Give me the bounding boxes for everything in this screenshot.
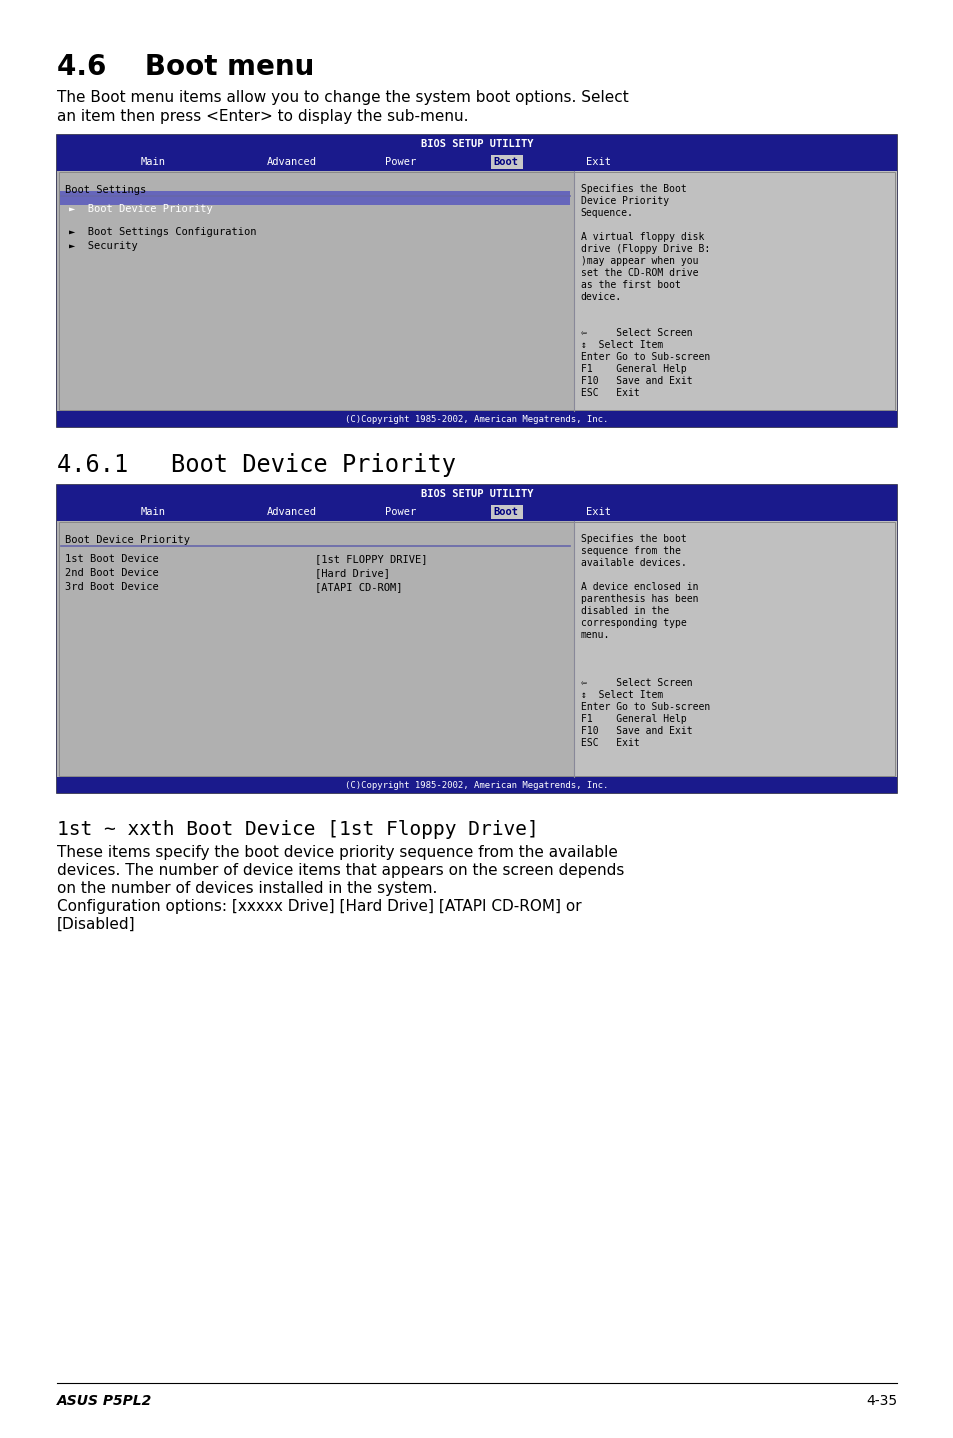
Text: ►  Boot Device Priority: ► Boot Device Priority	[69, 204, 213, 214]
Bar	[59, 522, 894, 777]
Bar	[57, 171, 573, 411]
Text: Boot Device Priority: Boot Device Priority	[65, 535, 190, 545]
Bar	[57, 777, 896, 792]
Text: Power: Power	[384, 508, 416, 518]
Text: F10   Save and Exit: F10 Save and Exit	[580, 726, 692, 736]
Bar	[57, 485, 896, 792]
Text: ASUS P5PL2: ASUS P5PL2	[57, 1393, 152, 1408]
Bar	[573, 171, 896, 411]
Text: menu.: menu.	[580, 630, 609, 640]
Bar	[490, 155, 522, 170]
Text: F1    General Help: F1 General Help	[580, 364, 685, 374]
Bar	[57, 485, 896, 521]
Text: [Disabled]: [Disabled]	[57, 917, 135, 932]
Text: Advanced: Advanced	[267, 508, 316, 518]
Bar	[60, 191, 569, 206]
Text: Exit: Exit	[585, 157, 611, 167]
Text: BIOS SETUP UTILITY: BIOS SETUP UTILITY	[420, 489, 533, 499]
Text: on the number of devices installed in the system.: on the number of devices installed in th…	[57, 881, 436, 896]
Text: F1    General Help: F1 General Help	[580, 715, 685, 723]
Text: ↕  Select Item: ↕ Select Item	[580, 690, 662, 700]
Text: A virtual floppy disk: A virtual floppy disk	[580, 232, 703, 242]
Text: ↕  Select Item: ↕ Select Item	[580, 339, 662, 349]
Bar	[573, 521, 896, 777]
Text: ⇦     Select Screen: ⇦ Select Screen	[580, 328, 692, 338]
Bar	[59, 173, 894, 410]
Text: (C)Copyright 1985-2002, American Megatrends, Inc.: (C)Copyright 1985-2002, American Megatre…	[345, 414, 608, 424]
Text: Main: Main	[141, 508, 166, 518]
Text: F10   Save and Exit: F10 Save and Exit	[580, 375, 692, 385]
Text: Sequence.: Sequence.	[580, 209, 633, 219]
Text: disabled in the: disabled in the	[580, 605, 668, 615]
Text: BIOS SETUP UTILITY: BIOS SETUP UTILITY	[420, 139, 533, 150]
Text: device.: device.	[580, 292, 621, 302]
Text: Power: Power	[384, 157, 416, 167]
Text: Specifies the Boot: Specifies the Boot	[580, 184, 685, 194]
Bar	[57, 411, 896, 427]
Text: ⇦     Select Screen: ⇦ Select Screen	[580, 677, 692, 687]
Text: as the first boot: as the first boot	[580, 280, 679, 290]
Text: A device enclosed in: A device enclosed in	[580, 582, 698, 592]
Text: 2nd Boot Device: 2nd Boot Device	[65, 568, 158, 578]
Text: 4.6.1   Boot Device Priority: 4.6.1 Boot Device Priority	[57, 453, 456, 477]
Text: Enter Go to Sub-screen: Enter Go to Sub-screen	[580, 702, 709, 712]
Text: Specifies the boot: Specifies the boot	[580, 533, 685, 544]
Text: Main: Main	[141, 157, 166, 167]
Text: [ATAPI CD-ROM]: [ATAPI CD-ROM]	[315, 582, 402, 592]
Text: 3rd Boot Device: 3rd Boot Device	[65, 582, 158, 592]
Text: ►  Boot Settings Configuration: ► Boot Settings Configuration	[69, 227, 256, 237]
Text: These items specify the boot device priority sequence from the available: These items specify the boot device prio…	[57, 846, 618, 860]
Text: Advanced: Advanced	[267, 157, 316, 167]
Text: devices. The number of device items that appears on the screen depends: devices. The number of device items that…	[57, 863, 623, 879]
Text: ESC   Exit: ESC Exit	[580, 388, 639, 398]
Text: drive (Floppy Drive B:: drive (Floppy Drive B:	[580, 244, 709, 255]
Text: an item then press <Enter> to display the sub-menu.: an item then press <Enter> to display th…	[57, 109, 468, 124]
Text: Boot: Boot	[494, 157, 518, 167]
Bar	[57, 135, 896, 171]
Text: Device Priority: Device Priority	[580, 196, 668, 206]
Text: Enter Go to Sub-screen: Enter Go to Sub-screen	[580, 352, 709, 362]
Text: available devices.: available devices.	[580, 558, 685, 568]
Text: parenthesis has been: parenthesis has been	[580, 594, 698, 604]
Bar	[57, 135, 896, 427]
Text: 1st ~ xxth Boot Device [1st Floppy Drive]: 1st ~ xxth Boot Device [1st Floppy Drive…	[57, 820, 538, 838]
Text: Boot Settings: Boot Settings	[65, 186, 146, 196]
Text: corresponding type: corresponding type	[580, 618, 685, 628]
Text: Configuration options: [xxxxx Drive] [Hard Drive] [ATAPI CD-ROM] or: Configuration options: [xxxxx Drive] [Ha…	[57, 899, 581, 915]
Text: (C)Copyright 1985-2002, American Megatrends, Inc.: (C)Copyright 1985-2002, American Megatre…	[345, 781, 608, 789]
Text: The Boot menu items allow you to change the system boot options. Select: The Boot menu items allow you to change …	[57, 91, 628, 105]
Text: Boot: Boot	[494, 508, 518, 518]
Text: 4.6    Boot menu: 4.6 Boot menu	[57, 53, 314, 81]
Text: 1st Boot Device: 1st Boot Device	[65, 554, 158, 564]
Text: set the CD-ROM drive: set the CD-ROM drive	[580, 267, 698, 278]
Text: sequence from the: sequence from the	[580, 546, 679, 557]
Text: ESC   Exit: ESC Exit	[580, 738, 639, 748]
Text: Exit: Exit	[585, 508, 611, 518]
Text: ►  Security: ► Security	[69, 240, 137, 250]
Text: 4-35: 4-35	[865, 1393, 896, 1408]
Text: [1st FLOPPY DRIVE]: [1st FLOPPY DRIVE]	[315, 554, 427, 564]
Bar	[57, 521, 573, 777]
Bar	[490, 505, 522, 519]
Text: )may appear when you: )may appear when you	[580, 256, 698, 266]
Text: [Hard Drive]: [Hard Drive]	[315, 568, 390, 578]
